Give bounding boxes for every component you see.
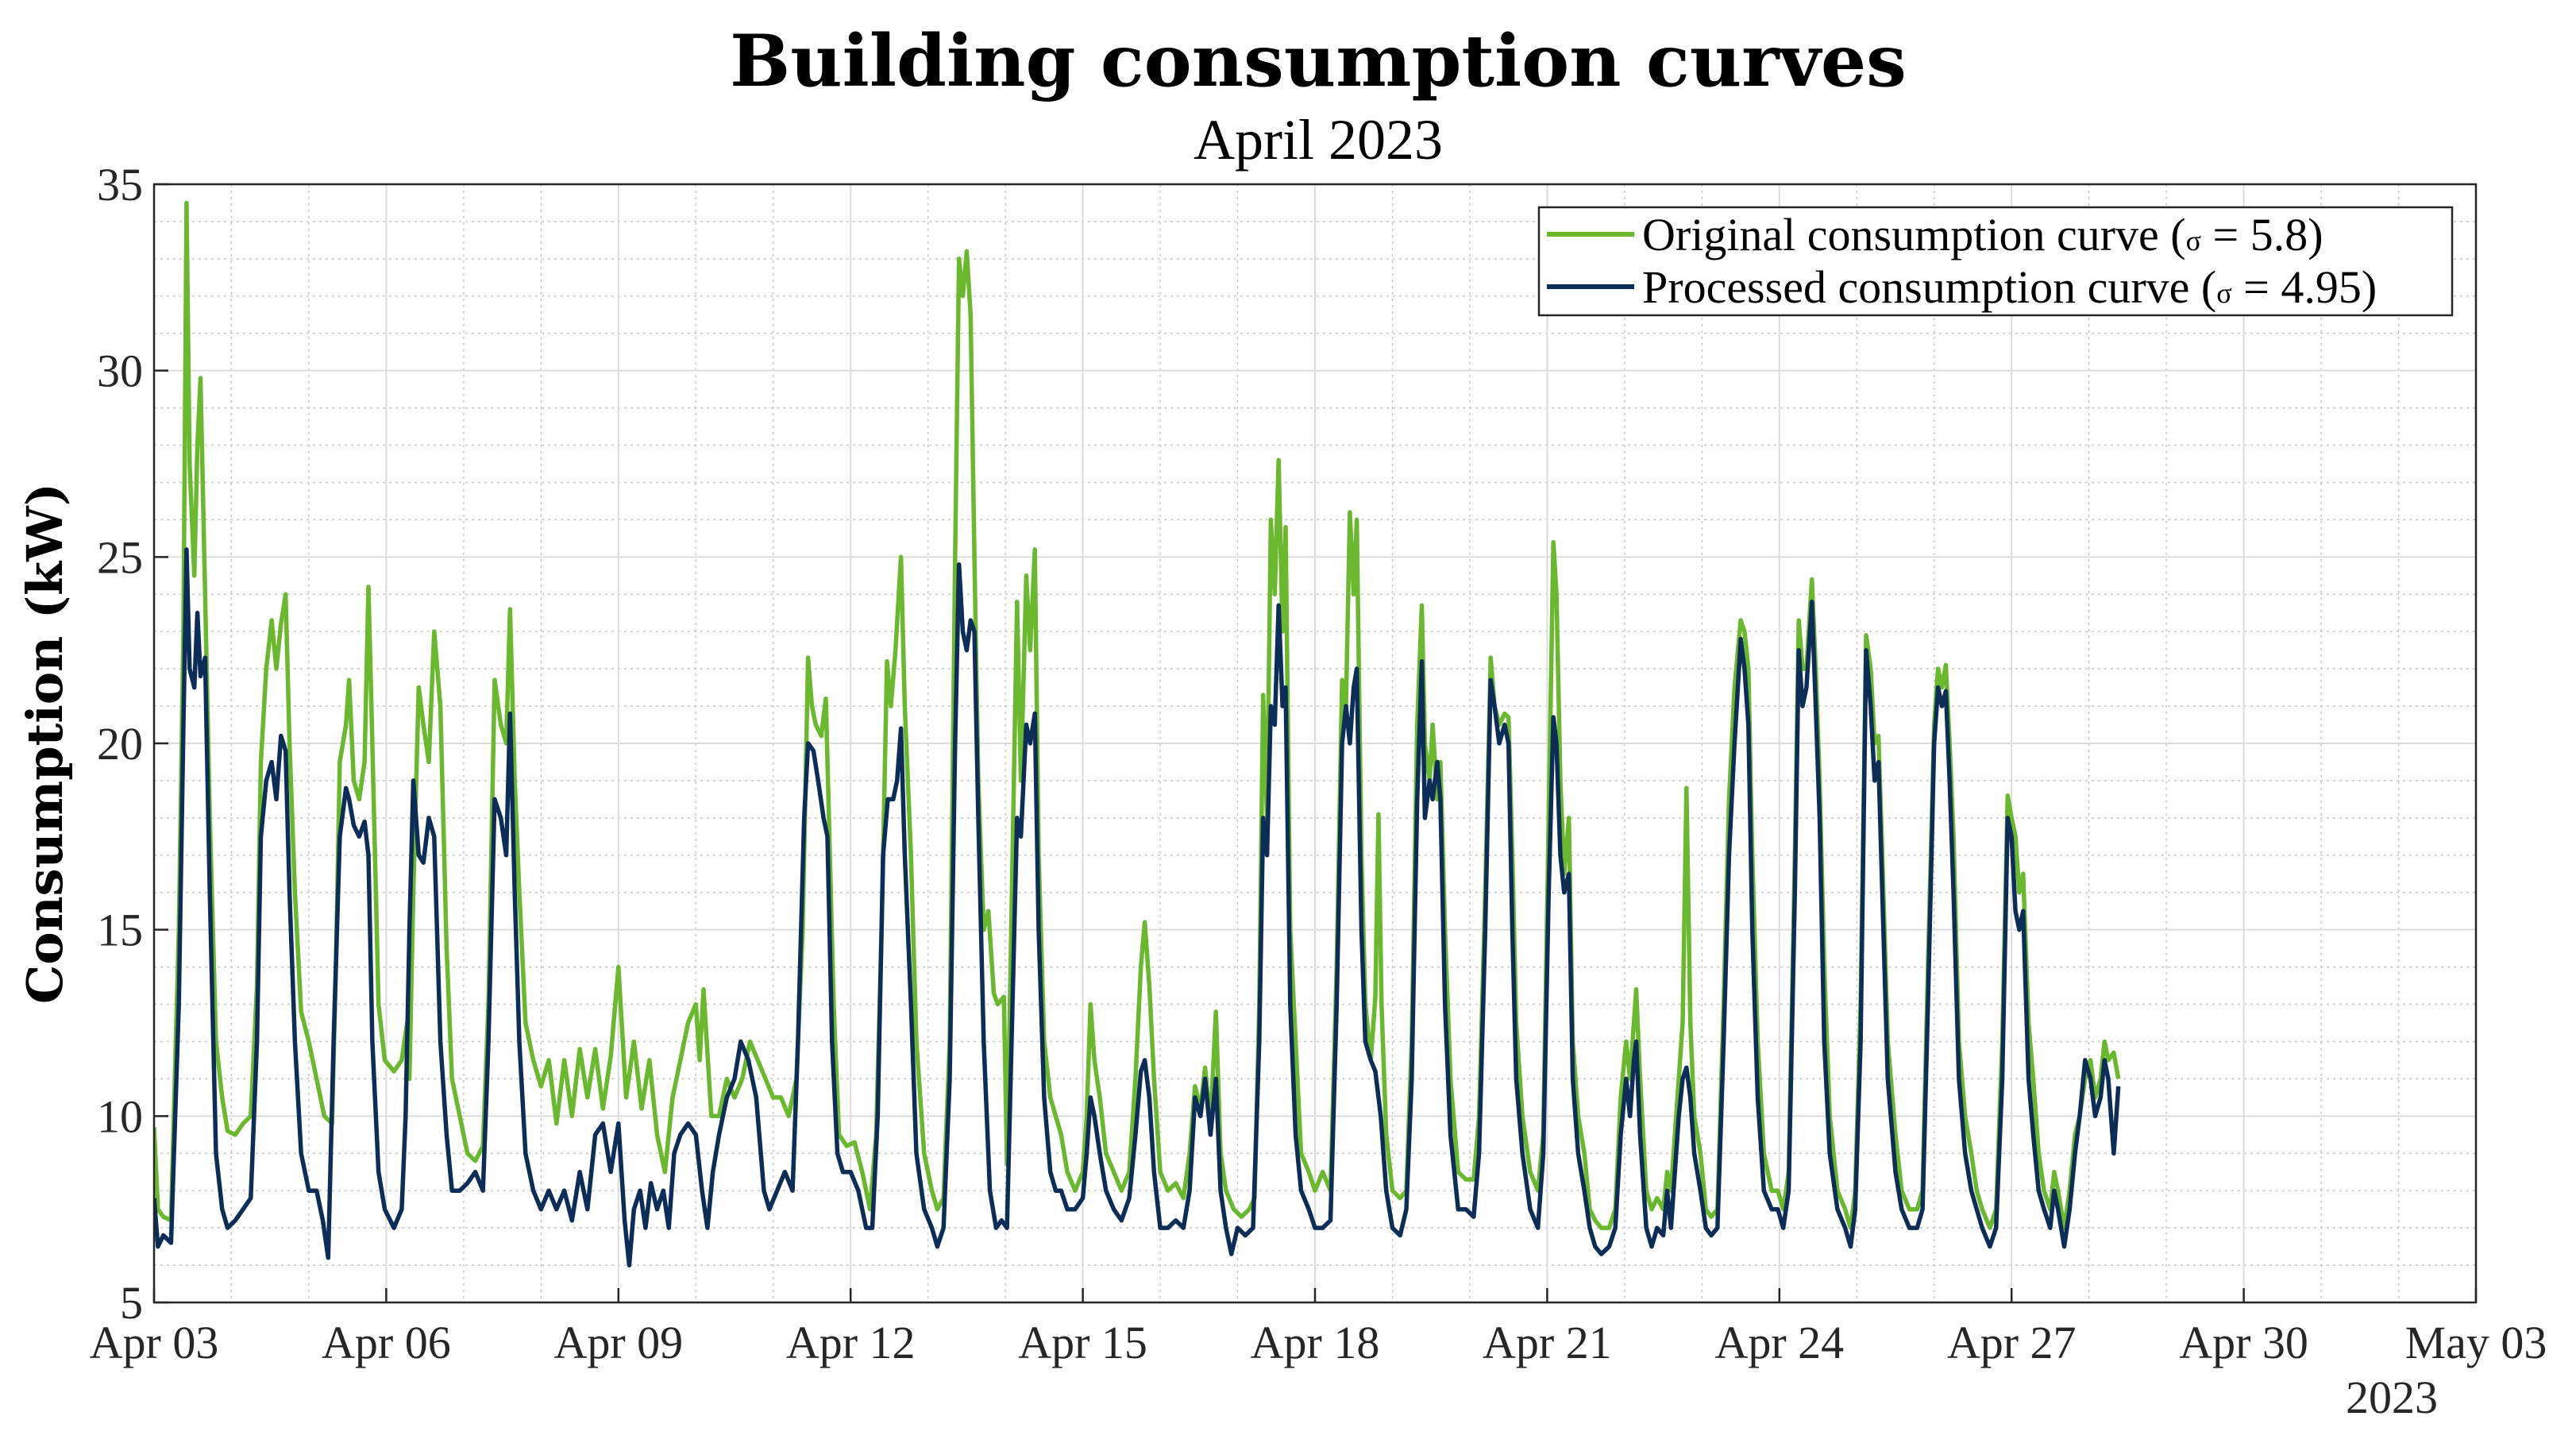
- y-tick-label: 35: [97, 159, 143, 210]
- legend-processed-sigma-value: 4.95: [2281, 261, 2362, 313]
- x-tick-label: Apr 12: [786, 1317, 916, 1368]
- processed-series-line: [154, 547, 2121, 1268]
- y-tick-label: 30: [97, 345, 143, 397]
- x-tick-label: Apr 06: [322, 1317, 451, 1368]
- legend-processed-label: Processed consumption curve (σ = 4.95): [1642, 261, 2377, 313]
- legend-processed-name: Processed consumption curve: [1642, 261, 2189, 313]
- x-tick-label: Apr 27: [1947, 1317, 2077, 1368]
- legend-processed-sigma-symbol: σ: [2216, 277, 2231, 309]
- x-tick-label: Apr 18: [1251, 1317, 1380, 1368]
- x-tick-label: Apr 30: [2179, 1317, 2308, 1368]
- x-tick-label: Apr 24: [1714, 1317, 1844, 1368]
- chart-title: Building consumption curves: [730, 19, 1907, 103]
- y-tick-label: 10: [97, 1090, 143, 1142]
- series-layer: [154, 200, 2121, 1268]
- legend-original-sigma-value: 5.8: [2250, 209, 2308, 260]
- x-tick-label: Apr 21: [1483, 1317, 1612, 1368]
- chart-subtitle: April 2023: [1194, 108, 1443, 172]
- y-tick-label: 15: [97, 905, 143, 956]
- x-tick-label: Apr 09: [553, 1317, 683, 1368]
- y-axis-label: Consumption (kW): [16, 483, 74, 1004]
- y-axis: 5 10 15 20 25 30 35: [97, 159, 168, 1329]
- legend-original-name: Original consumption curve: [1642, 209, 2159, 260]
- x-tick-label: May 03: [2405, 1317, 2547, 1368]
- x-tick-label: Apr 15: [1018, 1317, 1147, 1368]
- y-tick-label: 5: [120, 1277, 143, 1329]
- legend-box: [1537, 206, 2454, 317]
- legend-original-label: Original consumption curve (σ = 5.8): [1642, 209, 2323, 260]
- legend: Original consumption curve (σ = 5.8) Pro…: [1537, 206, 2454, 317]
- x-axis: Apr 03 Apr 06 Apr 09 Apr 12 Apr 15 Apr 18 Apr …: [90, 1288, 2547, 1368]
- x-tick-label: Apr 03: [90, 1317, 219, 1368]
- y-tick-label: 25: [97, 531, 143, 583]
- legend-original-sigma-symbol: σ: [2186, 225, 2201, 257]
- y-tick-label: 20: [97, 718, 143, 770]
- x-axis-year-label: 2023: [2346, 1372, 2438, 1423]
